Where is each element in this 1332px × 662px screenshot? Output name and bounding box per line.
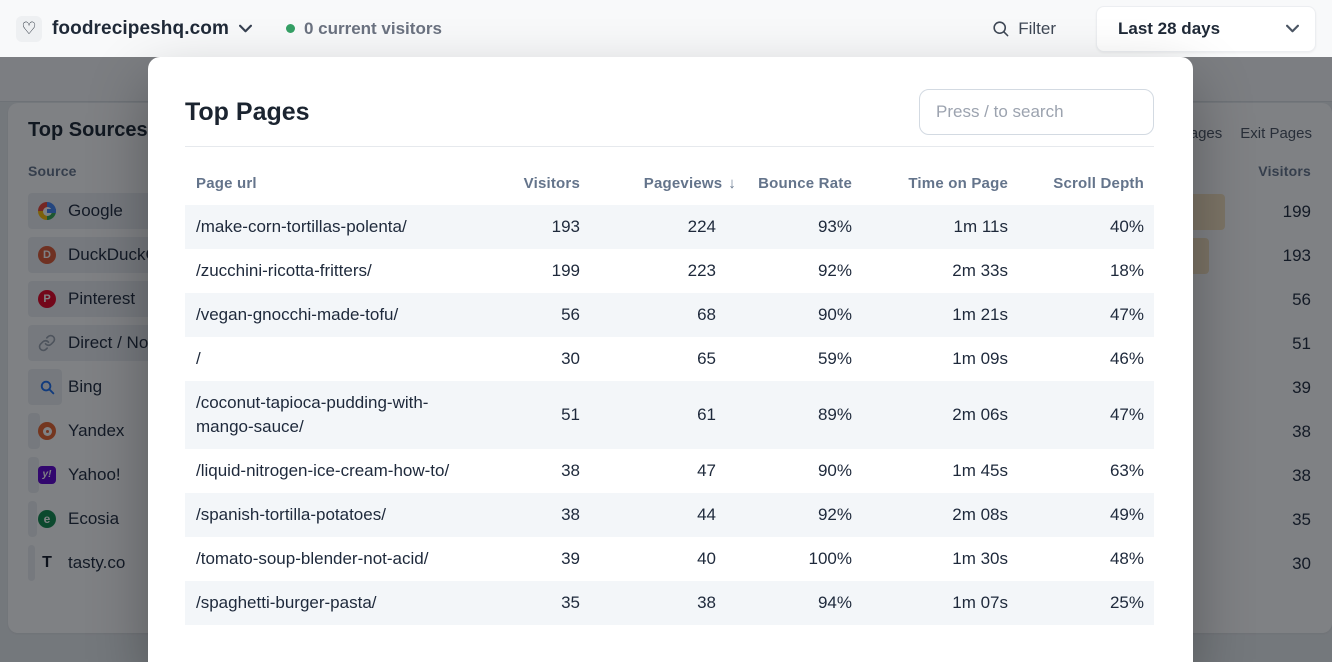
- site-favicon-icon: ♡: [16, 15, 42, 42]
- time-on-page-cell: 1m 30s: [952, 549, 1008, 568]
- table-row: /coconut-tapioca-pudding-with-mango-sauc…: [185, 381, 1154, 449]
- column-header-bounce-rate[interactable]: Bounce Rate: [758, 175, 852, 192]
- pageviews-cell: 68: [697, 305, 716, 324]
- visitors-cell: 193: [551, 217, 580, 236]
- pageviews-cell: 47: [697, 461, 716, 480]
- time-on-page-cell: 1m 09s: [952, 349, 1008, 368]
- bounce-rate-cell: 89%: [817, 405, 852, 424]
- chevron-down-icon: [1286, 24, 1299, 33]
- table-row: /spanish-tortilla-potatoes/ 38 44 92% 2m…: [185, 493, 1154, 537]
- date-range-selector[interactable]: Last 28 days: [1096, 5, 1316, 52]
- scroll-depth-cell: 46%: [1109, 349, 1144, 368]
- column-header-page-url[interactable]: Page url: [196, 175, 257, 192]
- page-url-link[interactable]: /: [196, 349, 201, 368]
- time-on-page-cell: 1m 21s: [952, 305, 1008, 324]
- site-selector[interactable]: foodrecipeshq.com: [52, 18, 252, 40]
- page-url-link[interactable]: /coconut-tapioca-pudding-with-mango-sauc…: [196, 393, 429, 436]
- modal-title: Top Pages: [185, 97, 310, 126]
- pageviews-cell: 38: [697, 593, 716, 612]
- scroll-depth-cell: 47%: [1109, 405, 1144, 424]
- time-on-page-cell: 2m 06s: [952, 405, 1008, 424]
- time-on-page-cell: 2m 08s: [952, 505, 1008, 524]
- pageviews-cell: 44: [697, 505, 716, 524]
- visitors-cell: 39: [561, 549, 580, 568]
- top-bar: ♡ foodrecipeshq.com 0 current visitors F…: [0, 0, 1332, 57]
- divider: [185, 146, 1154, 147]
- bounce-rate-cell: 59%: [817, 349, 852, 368]
- table-header-row: Page url Visitors Pageviews ↓ Bounce Rate…: [185, 147, 1154, 205]
- table-row: /vegan-gnocchi-made-tofu/ 56 68 90% 1m 2…: [185, 293, 1154, 337]
- visitors-cell: 30: [561, 349, 580, 368]
- visitors-cell: 51: [561, 405, 580, 424]
- time-on-page-cell: 2m 33s: [952, 261, 1008, 280]
- scroll-depth-cell: 25%: [1109, 593, 1144, 612]
- table-row: / 30 65 59% 1m 09s 46%: [185, 337, 1154, 381]
- page-url-link[interactable]: /liquid-nitrogen-ice-cream-how-to/: [196, 461, 450, 480]
- scroll-depth-cell: 63%: [1109, 461, 1144, 480]
- filter-button[interactable]: Filter: [991, 19, 1056, 39]
- table-row: /make-corn-tortillas-polenta/ 193 224 93…: [185, 205, 1154, 249]
- column-header-scroll-depth[interactable]: Scroll Depth: [1053, 175, 1144, 192]
- site-name: foodrecipeshq.com: [52, 17, 229, 39]
- scroll-depth-cell: 47%: [1109, 305, 1144, 324]
- bounce-rate-cell: 100%: [808, 549, 852, 568]
- visitors-cell: 35: [561, 593, 580, 612]
- table-row: /zucchini-ricotta-fritters/ 199 223 92% …: [185, 249, 1154, 293]
- bounce-rate-cell: 92%: [817, 261, 852, 280]
- online-dot-icon: [285, 24, 295, 33]
- table-row: /tomato-soup-blender-not-acid/ 39 40 100…: [185, 537, 1154, 581]
- bounce-rate-cell: 90%: [817, 305, 852, 324]
- pageviews-cell: 223: [687, 261, 716, 280]
- page-url-link[interactable]: /tomato-soup-blender-not-acid/: [196, 549, 429, 568]
- scroll-depth-cell: 18%: [1109, 261, 1144, 280]
- bounce-rate-cell: 94%: [817, 593, 852, 612]
- column-header-time-on-page[interactable]: Time on Page: [908, 175, 1008, 192]
- current-visitors-label: 0 current visitors: [303, 18, 442, 38]
- time-on-page-cell: 1m 07s: [952, 593, 1008, 612]
- visitors-cell: 199: [551, 261, 580, 280]
- time-on-page-cell: 1m 11s: [953, 217, 1009, 236]
- table-row: /liquid-nitrogen-ice-cream-how-to/ 38 47…: [185, 449, 1154, 493]
- current-visitors[interactable]: 0 current visitors: [285, 18, 442, 39]
- table-row: /spaghetti-burger-pasta/ 35 38 94% 1m 07…: [185, 581, 1154, 625]
- top-pages-modal: Top Pages Page url Visitors Pageviews↓ B…: [148, 57, 1193, 662]
- chevron-down-icon: [238, 24, 252, 33]
- pageviews-cell: 61: [697, 405, 716, 424]
- visitors-cell: 38: [561, 505, 580, 524]
- bounce-rate-cell: 90%: [817, 461, 852, 480]
- scroll-depth-cell: 49%: [1109, 505, 1144, 524]
- sort-desc-icon: ↓: [728, 175, 736, 192]
- search-icon: [991, 19, 1010, 38]
- bounce-rate-cell: 92%: [817, 505, 852, 524]
- scroll-depth-cell: 40%: [1109, 217, 1144, 236]
- modal-search-input[interactable]: [919, 89, 1154, 135]
- page-url-link[interactable]: /spaghetti-burger-pasta/: [196, 593, 377, 612]
- visitors-cell: 56: [561, 305, 580, 324]
- bounce-rate-cell: 93%: [817, 217, 852, 236]
- column-header-visitors[interactable]: Visitors: [523, 175, 580, 192]
- page-url-link[interactable]: /spanish-tortilla-potatoes/: [196, 505, 386, 524]
- page-url-link[interactable]: /make-corn-tortillas-polenta/: [196, 217, 407, 236]
- filter-label: Filter: [1018, 18, 1056, 38]
- page-url-link[interactable]: /vegan-gnocchi-made-tofu/: [196, 305, 399, 324]
- visitors-cell: 38: [561, 461, 580, 480]
- pageviews-cell: 40: [697, 549, 716, 568]
- scroll-depth-cell: 48%: [1109, 549, 1144, 568]
- page-url-link[interactable]: /zucchini-ricotta-fritters/: [196, 261, 372, 280]
- date-range-value: Last 28 days: [1118, 18, 1221, 38]
- pageviews-cell: 224: [687, 217, 716, 236]
- column-header-pageviews[interactable]: Pageviews ↓: [643, 175, 736, 192]
- time-on-page-cell: 1m 45s: [952, 461, 1008, 480]
- pageviews-cell: 65: [697, 349, 716, 368]
